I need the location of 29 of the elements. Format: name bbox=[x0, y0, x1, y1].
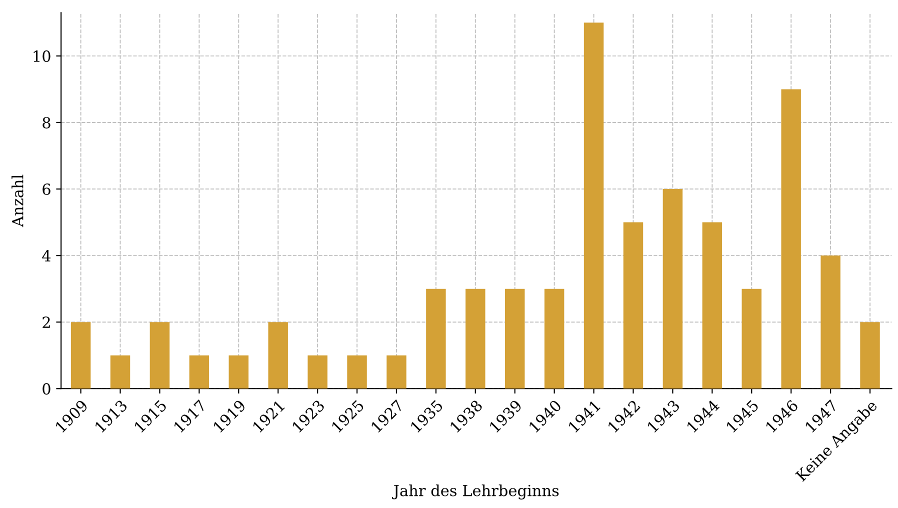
bar bbox=[505, 288, 525, 389]
y-tick-label: 8 bbox=[42, 116, 50, 129]
bar bbox=[702, 222, 722, 389]
bar bbox=[150, 322, 170, 389]
bar bbox=[228, 355, 249, 389]
y-tick-label: 4 bbox=[42, 250, 51, 262]
bar bbox=[189, 355, 210, 389]
bar bbox=[308, 355, 328, 389]
bar bbox=[742, 288, 762, 389]
bar bbox=[426, 288, 446, 389]
bar bbox=[781, 89, 801, 389]
bar bbox=[544, 288, 564, 389]
bar bbox=[466, 288, 486, 389]
y-tick-label: 0 bbox=[42, 383, 50, 395]
x-axis-title: Jahr des Lehrbeginns bbox=[392, 484, 559, 500]
bar bbox=[820, 256, 840, 389]
bar bbox=[386, 355, 406, 389]
bar bbox=[662, 189, 683, 389]
bar bbox=[70, 322, 91, 389]
bar bbox=[584, 22, 604, 389]
y-axis-title: Anzahl bbox=[12, 174, 24, 228]
bar bbox=[268, 322, 288, 389]
bar bbox=[860, 322, 880, 389]
bar bbox=[347, 355, 367, 389]
y-tick-label: 2 bbox=[42, 316, 50, 328]
y-tick-label: 10 bbox=[34, 50, 50, 62]
bar bbox=[623, 222, 644, 389]
y-tick-label: 6 bbox=[42, 183, 50, 196]
bar bbox=[110, 355, 130, 389]
